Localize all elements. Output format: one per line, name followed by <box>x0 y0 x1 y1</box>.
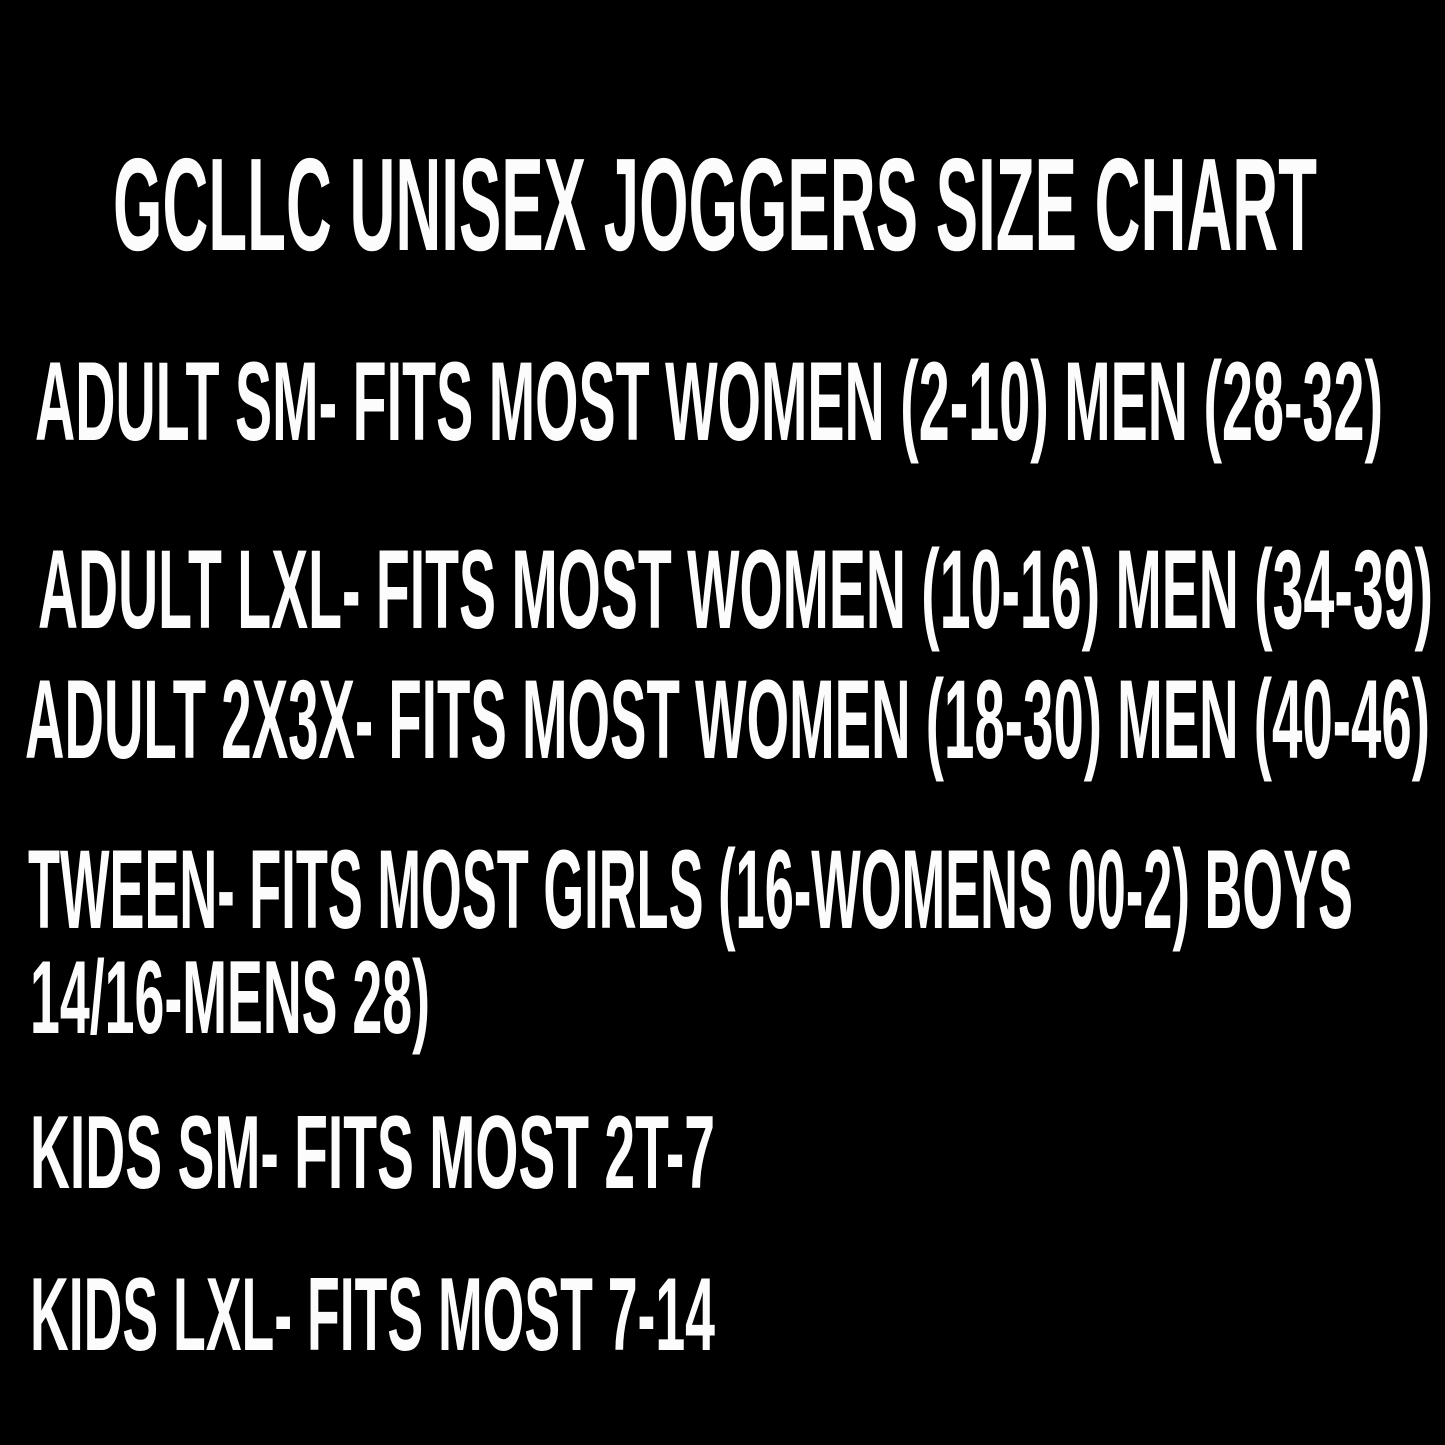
size-chart-title: GCLLC UNISEX JOGGERS SIZE CHART <box>113 131 1317 278</box>
size-row-adult-lxl: ADULT LXL- FITS MOST WOMEN (10-16) MEN (… <box>38 527 1433 652</box>
size-row-tween-line1: TWEEN- FITS MOST GIRLS (16-WOMENS 00-2) … <box>28 827 1353 952</box>
size-row-adult-sm: ADULT SM- FITS MOST WOMEN (2-10) MEN (28… <box>35 339 1383 464</box>
size-row-tween-line2: 14/16-MENS 28) <box>30 940 430 1056</box>
size-row-kids-sm: KIDS SM- FITS MOST 2T-7 <box>30 1095 715 1211</box>
size-row-kids-lxl: KIDS LXL- FITS MOST 7-14 <box>30 1257 715 1373</box>
size-row-adult-2x3x: ADULT 2X3X- FITS MOST WOMEN (18-30) MEN … <box>25 657 1430 782</box>
